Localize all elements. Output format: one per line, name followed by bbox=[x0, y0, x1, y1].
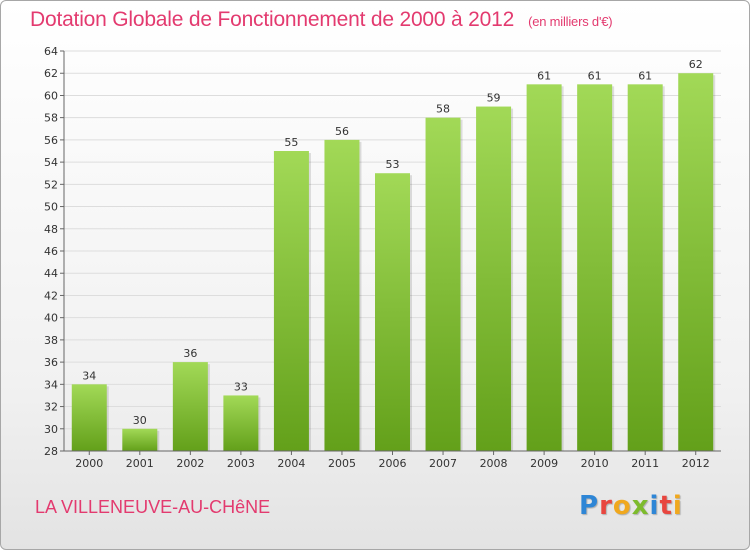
chart-title: Dotation Globale de Fonctionnement de 20… bbox=[30, 8, 613, 32]
value-label: 58 bbox=[436, 103, 450, 116]
y-tick-label: 56 bbox=[44, 134, 58, 147]
logo-letter: o bbox=[612, 491, 632, 521]
value-label: 30 bbox=[133, 414, 147, 427]
value-label: 61 bbox=[638, 69, 652, 82]
logo-letter: x bbox=[631, 491, 650, 521]
x-axis-ticks: 2000 2001 2002 2003 2004 2005 2006 2007 2008 2009… bbox=[75, 451, 710, 470]
axes bbox=[63, 51, 721, 452]
bar bbox=[172, 362, 208, 451]
logo-letter: P bbox=[579, 491, 600, 521]
y-tick-label: 58 bbox=[44, 112, 58, 125]
bar bbox=[425, 117, 461, 452]
logo-letter: r bbox=[599, 491, 613, 521]
y-tick-label: 34 bbox=[44, 378, 58, 391]
bar bbox=[526, 84, 562, 451]
y-tick-label: 40 bbox=[44, 312, 58, 325]
bar bbox=[577, 84, 613, 451]
value-label: 53 bbox=[386, 158, 400, 171]
value-label: 55 bbox=[284, 136, 298, 149]
value-label: 33 bbox=[234, 380, 248, 393]
x-tick-label: 2012 bbox=[682, 457, 710, 470]
bar bbox=[627, 84, 663, 451]
bar bbox=[678, 73, 714, 451]
x-tick-label: 2005 bbox=[328, 457, 356, 470]
x-tick-label: 2011 bbox=[631, 457, 659, 470]
logo-letter: i bbox=[672, 491, 683, 521]
x-tick-label: 2002 bbox=[176, 457, 204, 470]
y-tick-label: 60 bbox=[44, 89, 58, 102]
bar bbox=[476, 106, 512, 452]
y-tick-label: 36 bbox=[44, 356, 58, 369]
x-tick-label: 2008 bbox=[480, 457, 508, 470]
y-axis-ticks: 28 30 32 34 36 38 40 42 44 46 48 50 52 54 56 58 60 62 64 bbox=[44, 45, 64, 458]
y-tick-label: 62 bbox=[44, 67, 58, 80]
x-tick-label: 2003 bbox=[227, 457, 255, 470]
value-label: 61 bbox=[588, 69, 602, 82]
y-tick-label: 54 bbox=[44, 156, 58, 169]
value-label: 62 bbox=[689, 58, 703, 71]
x-tick-label: 2004 bbox=[277, 457, 305, 470]
chart-unit: (en milliers d'€) bbox=[528, 14, 613, 29]
value-label: 61 bbox=[537, 69, 551, 82]
bar bbox=[375, 173, 410, 451]
x-tick-label: 2006 bbox=[379, 457, 407, 470]
y-tick-label: 64 bbox=[44, 45, 58, 58]
bar bbox=[223, 395, 259, 451]
x-tick-label: 2000 bbox=[75, 457, 103, 470]
logo-letter: i bbox=[649, 491, 660, 521]
bar bbox=[71, 384, 107, 451]
y-tick-label: 30 bbox=[44, 423, 58, 436]
commune-name: LA VILLENEUVE-AU-CHêNE bbox=[35, 497, 271, 517]
x-tick-label: 2007 bbox=[429, 457, 457, 470]
y-tick-label: 38 bbox=[44, 334, 58, 347]
bar bbox=[122, 428, 158, 451]
y-tick-label: 28 bbox=[44, 445, 58, 458]
y-tick-label: 32 bbox=[44, 401, 58, 414]
y-tick-label: 44 bbox=[44, 267, 58, 280]
chart-title-text: Dotation Globale de Fonctionnement de 20… bbox=[30, 8, 515, 31]
value-label: 34 bbox=[82, 369, 96, 382]
value-label: 56 bbox=[335, 125, 349, 138]
y-tick-label: 48 bbox=[44, 223, 58, 236]
x-tick-label: 2009 bbox=[530, 457, 558, 470]
y-tick-label: 46 bbox=[44, 245, 58, 258]
x-tick-label: 2001 bbox=[126, 457, 154, 470]
bar bbox=[273, 151, 309, 451]
y-tick-label: 50 bbox=[44, 201, 58, 214]
bar bbox=[324, 139, 360, 451]
y-tick-label: 42 bbox=[44, 289, 58, 302]
bars bbox=[71, 73, 716, 452]
value-label: 59 bbox=[487, 92, 501, 105]
x-tick-label: 2010 bbox=[581, 457, 609, 470]
value-label: 36 bbox=[183, 347, 197, 360]
y-tick-label: 52 bbox=[44, 178, 58, 191]
logo-letter: t bbox=[659, 491, 673, 521]
proxiti-logo: Proxiti bbox=[579, 491, 683, 521]
value-labels: 34 30 36 33 55 56 53 58 59 61 61 61 62 bbox=[82, 58, 702, 427]
